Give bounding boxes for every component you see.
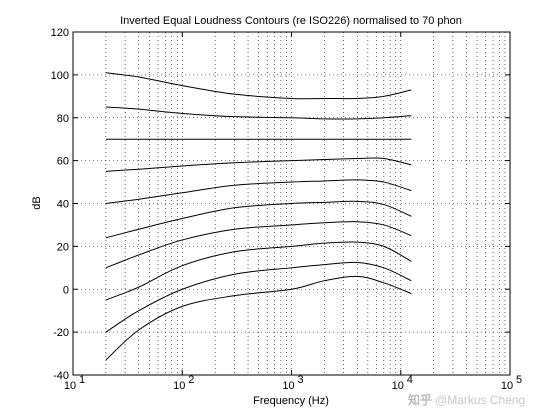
zhihu-logo: 知乎 bbox=[408, 393, 433, 407]
x-tick-label: 10 bbox=[392, 380, 404, 392]
y-axis-label: dB bbox=[31, 196, 43, 209]
grid-lines bbox=[73, 32, 510, 375]
x-axis-label: Frequency (Hz) bbox=[253, 395, 329, 407]
x-tick-label-exponent: 4 bbox=[407, 374, 413, 386]
y-tick-label: 80 bbox=[57, 113, 69, 125]
x-tick-label: 10 bbox=[64, 380, 76, 392]
contour-line bbox=[105, 106, 412, 120]
x-tick-labels: 10 1 10 2 10 3 10 4 10 5 bbox=[64, 374, 522, 392]
contour-line bbox=[105, 221, 412, 269]
contour-line bbox=[105, 200, 412, 239]
y-tick-labels: -40 -20 0 20 40 60 80 100 120 bbox=[51, 27, 69, 382]
contour-line bbox=[105, 241, 412, 301]
y-tick-label: -40 bbox=[53, 370, 69, 382]
y-tick-label: 120 bbox=[51, 27, 69, 39]
contour-line bbox=[105, 261, 412, 333]
watermark-text: @Markus Cheng bbox=[435, 393, 526, 407]
axis-ticks bbox=[72, 31, 511, 376]
x-tick-label: 10 bbox=[501, 380, 513, 392]
contour-line bbox=[105, 275, 412, 361]
x-tick-label-exponent: 1 bbox=[79, 374, 85, 386]
x-tick-label: 10 bbox=[173, 380, 185, 392]
x-tick-label-exponent: 2 bbox=[188, 374, 194, 386]
watermark: 知乎 @Markus Cheng bbox=[408, 391, 525, 408]
y-tick-label: 0 bbox=[63, 284, 69, 296]
y-tick-label: 20 bbox=[57, 241, 69, 253]
contour-line bbox=[105, 157, 412, 172]
series-lines bbox=[105, 72, 412, 361]
contour-line bbox=[105, 179, 412, 204]
chart-title: Inverted Equal Loudness Contours (re ISO… bbox=[120, 15, 462, 27]
y-tick-label: 100 bbox=[51, 70, 69, 82]
y-tick-label: 60 bbox=[57, 156, 69, 168]
x-tick-label: 10 bbox=[282, 380, 294, 392]
x-tick-label-exponent: 5 bbox=[516, 374, 522, 386]
x-tick-label-exponent: 3 bbox=[298, 374, 304, 386]
contour-line bbox=[105, 72, 412, 100]
y-tick-label: 40 bbox=[57, 199, 69, 211]
y-tick-label: -20 bbox=[53, 327, 69, 339]
